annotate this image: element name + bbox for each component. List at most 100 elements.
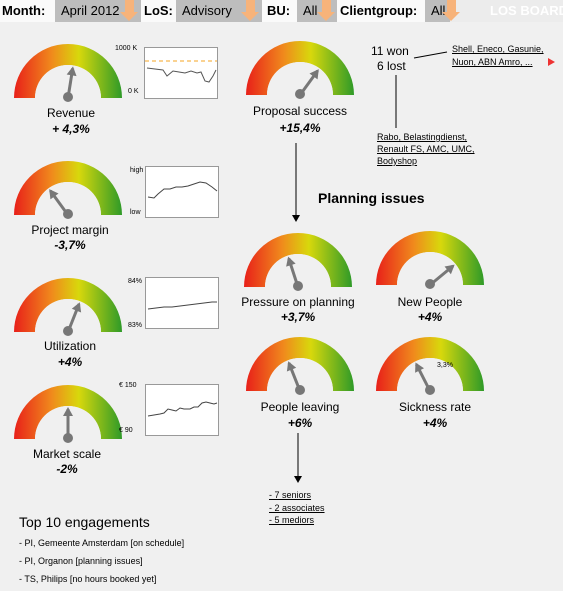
gauge-needle-head	[286, 361, 297, 372]
engagement-item[interactable]: - TS, Philips [no hours booked yet]	[19, 574, 157, 584]
gauge-needle-head	[415, 362, 425, 373]
project-margin-gauge[interactable]	[12, 159, 124, 219]
gauge-hub	[425, 279, 435, 289]
new-people-gauge[interactable]	[374, 229, 486, 289]
gauge-needle-head	[286, 256, 296, 267]
new-people-label: New People	[397, 295, 463, 309]
utilization-gauge[interactable]	[12, 276, 124, 336]
bu-label: BU:	[267, 3, 291, 18]
market-spark-top-label: € 150	[119, 382, 137, 389]
leavers-mediors[interactable]: - 5 mediors	[269, 515, 315, 525]
project-margin-label: Project margin	[31, 223, 109, 237]
gauge-hub	[293, 281, 303, 291]
gauge-hub	[295, 89, 305, 99]
won-clients-list[interactable]: Shell, Eneco, Gasunie, Nuon, ABN Amro, .…	[452, 44, 544, 67]
revenue-gauge[interactable]	[12, 42, 124, 102]
revenue-sparkline[interactable]	[144, 47, 218, 99]
gauge-dial	[246, 337, 354, 395]
gauge-dial	[14, 385, 122, 443]
gauge-dial	[14, 278, 122, 336]
engagement-item[interactable]: - PI, Gemeente Amsterdam [on schedule]	[19, 538, 185, 548]
market-scale-trend-line	[147, 401, 218, 417]
gauge-dial	[376, 231, 484, 289]
leavers-arrow-down-icon	[294, 476, 302, 483]
clientgroup-label: Clientgroup:	[340, 3, 418, 18]
proposal-success-value: +15,4%	[279, 121, 321, 135]
people-leaving-value: +6%	[287, 416, 313, 430]
more-arrow-icon[interactable]	[548, 58, 555, 66]
sickness-rate-value: +4%	[422, 416, 448, 430]
people-leaving-label: People leaving	[260, 400, 340, 414]
proposals-lost: 6 lost	[377, 59, 406, 73]
pressure-on-planning-gauge[interactable]	[242, 231, 354, 291]
sickness-rate-gauge[interactable]	[374, 335, 486, 395]
gauge-hub	[63, 92, 73, 102]
flow-arrow-down-icon	[292, 215, 300, 222]
gauge-arc	[376, 337, 484, 391]
market-scale-gauge[interactable]	[12, 383, 124, 443]
revenue-label: Revenue	[46, 106, 96, 120]
los-label: LoS:	[144, 3, 173, 18]
proposals-won: 11 won	[371, 44, 409, 58]
pressure-on-planning-value: +3,7%	[280, 310, 316, 324]
gauge-needle-head	[71, 302, 82, 313]
gauge-hub	[63, 326, 73, 336]
gauge-dial	[14, 44, 122, 102]
util-spark-bottom-label: 83%	[128, 322, 143, 329]
utilization-sparkline[interactable]	[145, 277, 219, 329]
planning-issues-title: Planning issues	[318, 190, 425, 206]
utilization-trend-line	[147, 301, 217, 310]
month-label: Month:	[2, 3, 46, 18]
gauge-dial	[246, 41, 354, 99]
market-scale-sparkline[interactable]	[145, 384, 219, 436]
gauge-arc	[376, 231, 484, 285]
gauge-needle-head	[444, 264, 455, 275]
gauge-arc	[14, 278, 122, 332]
gauge-hub	[63, 209, 73, 219]
util-spark-top-label: 84%	[128, 278, 143, 285]
margin-sparkline[interactable]	[145, 166, 219, 218]
gauge-hub	[295, 385, 305, 395]
brand-title: LOS BOARD	[450, 0, 563, 22]
utilization-label: Utilization	[43, 339, 97, 353]
people-leaving-gauge[interactable]	[244, 335, 356, 395]
sickness-rate-inner-label: 3,3%	[437, 362, 453, 369]
gauge-arc	[246, 41, 354, 95]
utilization-value: +4%	[57, 355, 83, 369]
project-margin-value: -3,7%	[54, 238, 86, 252]
gauge-needle-head	[309, 69, 319, 80]
filter-bar: Month: April 2012 LoS: Advisory BU: All …	[0, 0, 563, 22]
leavers-seniors[interactable]: - 7 seniors	[269, 490, 312, 500]
gauge-hub	[63, 433, 73, 443]
proposal-success-gauge[interactable]	[244, 39, 356, 99]
sickness-rate-label: Sickness rate	[398, 400, 472, 414]
new-people-value: +4%	[417, 310, 443, 324]
market-scale-value: -2%	[56, 462, 78, 476]
margin-spark-top-label: high	[130, 167, 144, 174]
gauge-arc	[14, 44, 122, 98]
gauge-needle-head	[66, 66, 77, 77]
engagement-item[interactable]: - PI, Organon [planning issues]	[19, 556, 143, 566]
proposal-success-label: Proposal success	[252, 104, 348, 118]
gauge-arc	[246, 337, 354, 391]
gauge-arc	[14, 385, 122, 439]
gauge-hub	[425, 385, 435, 395]
pressure-on-planning-label: Pressure on planning	[241, 295, 355, 309]
gauge-arc	[244, 233, 352, 287]
revenue-spark-bottom-label: 0 K	[128, 88, 139, 95]
leavers-associates[interactable]: - 2 associates	[269, 503, 325, 513]
engagements-title: Top 10 engagements	[19, 514, 150, 530]
gauge-needle-head	[63, 407, 73, 416]
margin-trend-line	[147, 181, 218, 199]
won-connector	[413, 51, 448, 59]
gauge-dial	[376, 337, 484, 395]
month-select[interactable]: April 2012	[55, 0, 141, 22]
gauge-dial	[244, 233, 352, 291]
lost-clients-list[interactable]: Rabo, Belastingdienst, Renault FS, AMC, …	[377, 132, 475, 166]
revenue-spark-top-label: 1000 K	[115, 45, 138, 52]
market-spark-bottom-label: € 90	[119, 427, 133, 434]
gauge-needle-head	[49, 189, 59, 200]
los-select[interactable]: Advisory	[176, 0, 262, 22]
revenue-value: + 4,3%	[52, 122, 90, 136]
